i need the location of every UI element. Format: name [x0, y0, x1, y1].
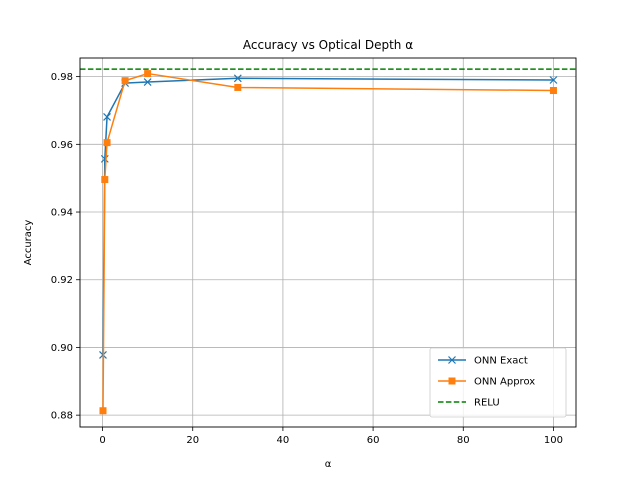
y-tick-label: 0.96	[51, 140, 73, 151]
onn-exact-point	[549, 76, 558, 84]
grid	[80, 58, 576, 427]
marker-stroke	[233, 74, 242, 83]
onn-exact-point	[143, 78, 152, 86]
x-tick-label: 40	[277, 435, 290, 446]
plot-frame	[79, 57, 577, 428]
y-tick-label: 0.94	[51, 208, 73, 219]
x-tick-label: 100	[544, 435, 563, 446]
x-tick-label: 0	[99, 435, 105, 446]
series-group	[99, 70, 558, 415]
legend-box	[429, 347, 567, 418]
y-axis-label: Accuracy	[23, 220, 34, 266]
legend-label-onn-exact: ONN Exact	[474, 356, 528, 367]
y-tick-label: 0.92	[51, 275, 73, 286]
onn-approx-point	[99, 407, 107, 415]
chart-title: Accuracy vs Optical Depth α	[243, 38, 413, 52]
onn-approx-point	[549, 86, 557, 94]
legend-label-onn-approx: ONN Approx	[474, 377, 535, 388]
legend-marker-onn-exact	[448, 356, 456, 364]
x-tick-label: 80	[457, 435, 470, 446]
legend: ONN Exact ONN Approx RELU	[429, 347, 567, 418]
onn-exact-point	[103, 112, 111, 121]
legend-marker-onn-approx	[448, 377, 456, 385]
onn-approx-point	[103, 139, 111, 147]
x-tick-label: 20	[186, 435, 199, 446]
onn-exact-point	[100, 154, 109, 163]
onn-exact-point	[233, 74, 242, 83]
y-tick-label: 0.90	[51, 343, 73, 354]
y-tick-label: 0.88	[51, 411, 73, 422]
marker-stroke	[100, 154, 109, 163]
onn-approx-point	[234, 83, 242, 91]
onn-approx-point	[121, 77, 129, 85]
marker-stroke	[103, 112, 111, 121]
marker-stroke	[143, 78, 152, 86]
onn-approx-point	[144, 70, 152, 78]
x-axis-ticks: 0 20 40 60 80 100	[99, 427, 563, 446]
onn-approx-point	[101, 176, 109, 184]
x-tick-label: 60	[367, 435, 380, 446]
y-axis-ticks: 0.88 0.90 0.92 0.94 0.96 0.98	[51, 72, 80, 422]
legend-label-relu: RELU	[474, 398, 500, 409]
y-tick-label: 0.98	[51, 72, 73, 83]
x-axis-label: α	[325, 459, 332, 470]
marker-stroke	[549, 76, 558, 84]
marker-stroke	[448, 356, 456, 364]
